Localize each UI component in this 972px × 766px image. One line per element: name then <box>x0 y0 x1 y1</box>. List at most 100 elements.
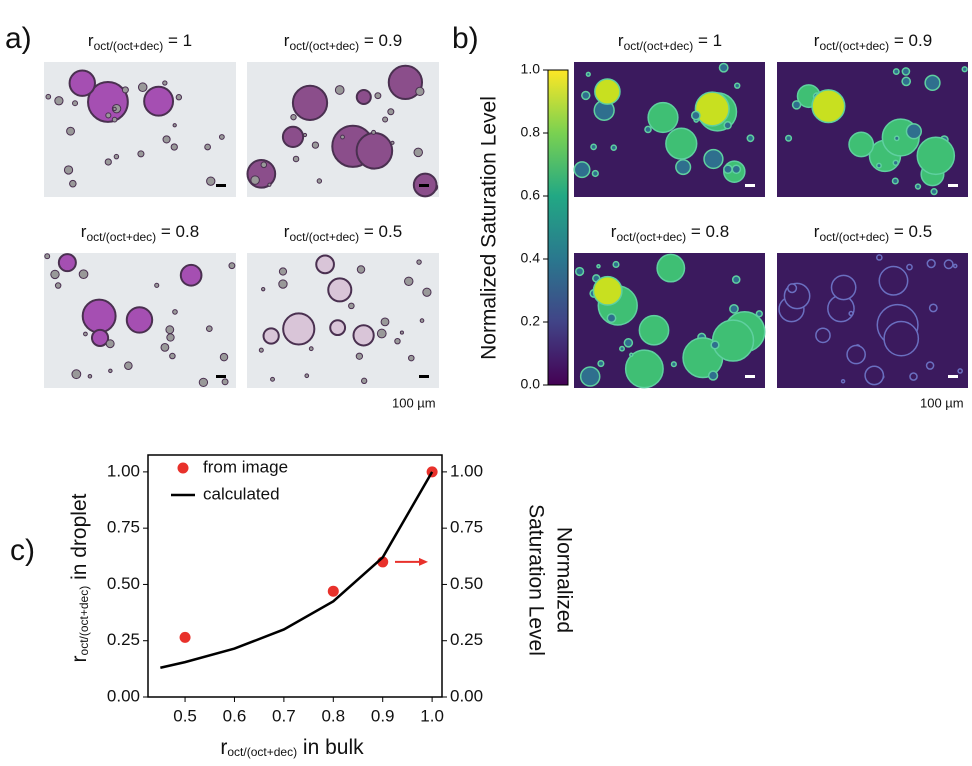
droplet <box>228 262 236 270</box>
droplet <box>785 134 793 142</box>
droplet <box>311 141 320 149</box>
droplet <box>355 88 372 106</box>
droplet <box>162 80 168 86</box>
droplet <box>733 82 741 89</box>
y2-tick-label: 0.00 <box>450 686 483 705</box>
droplet <box>360 377 368 384</box>
label-subscript: oct/(oct+dec) <box>289 230 359 244</box>
droplet <box>585 71 591 77</box>
legend-label: from image <box>203 457 288 476</box>
label-base: r <box>284 222 290 241</box>
image-title: roct/(oct+dec) = 0.5 <box>284 222 402 244</box>
scale-bar <box>419 375 429 378</box>
droplet <box>718 62 729 73</box>
droplet <box>390 140 395 145</box>
droplet <box>175 94 183 101</box>
droplet <box>707 370 719 381</box>
droplet <box>891 177 899 185</box>
droplet <box>594 78 621 105</box>
droplet <box>113 153 120 160</box>
image-title: roct/(oct+dec) = 0.5 <box>814 222 932 244</box>
droplet <box>198 377 209 388</box>
label-base: r <box>611 222 617 241</box>
y-tick-label: 1.00 <box>107 461 140 480</box>
droplet <box>875 162 882 169</box>
droplet <box>610 144 618 151</box>
colorbar <box>547 69 569 386</box>
droplet <box>172 123 177 128</box>
droplet <box>172 309 178 315</box>
droplet <box>581 90 591 101</box>
label-rest: in droplet <box>68 493 91 585</box>
label-subscript: oct/(oct+dec) <box>624 39 694 53</box>
droplet <box>316 178 323 184</box>
image-title: roct/(oct+dec) = 1 <box>618 31 722 53</box>
label-subscript: oct/(oct+dec) <box>289 39 359 53</box>
label-base: r <box>814 31 820 50</box>
droplet <box>206 176 216 186</box>
droplet <box>629 352 634 358</box>
droplet <box>261 286 266 292</box>
droplet <box>382 116 389 123</box>
droplet <box>78 269 89 280</box>
droplet <box>575 266 585 277</box>
droplet <box>45 93 52 100</box>
droplet <box>348 302 355 310</box>
droplet <box>380 317 390 327</box>
image-title: roct/(oct+dec) = 0.9 <box>814 31 932 53</box>
droplet <box>399 330 404 335</box>
image-title: roct/(oct+dec) = 0.9 <box>284 31 402 53</box>
droplet <box>422 287 432 297</box>
droplet <box>124 361 133 371</box>
droplet <box>57 253 77 273</box>
droplet <box>66 126 75 136</box>
droplet <box>292 155 300 163</box>
droplet <box>916 136 956 176</box>
droplet <box>355 352 364 360</box>
colorbar-tick-label: 0.2 <box>521 313 541 329</box>
droplet <box>329 319 347 337</box>
droplet <box>54 282 62 289</box>
droplet <box>260 161 268 169</box>
y-tick-label: 0.50 <box>107 574 140 593</box>
droplet <box>340 134 345 140</box>
droplet <box>404 276 414 287</box>
micrograph <box>44 62 236 197</box>
droplet <box>108 368 113 374</box>
panel-label: c) <box>10 534 35 567</box>
droplet <box>592 275 623 306</box>
y2-axis-label: Normalized <box>552 527 575 633</box>
droplet <box>579 366 601 387</box>
x-tick-label: 1.0 <box>420 706 444 725</box>
droplet <box>69 179 77 188</box>
point <box>327 585 339 597</box>
droplet <box>930 188 938 196</box>
droplet <box>928 303 938 313</box>
legend-label: calculated <box>203 484 280 503</box>
droplet <box>746 134 755 143</box>
droplet <box>723 164 733 175</box>
droplet <box>165 325 175 335</box>
label-subscript: oct/(oct+dec) <box>227 745 297 759</box>
droplet <box>711 319 755 362</box>
legend-marker <box>177 462 189 474</box>
label-rest: in bulk <box>297 736 364 759</box>
droplet <box>105 339 115 349</box>
droplet <box>302 132 308 138</box>
scale-bar-label: 100 µm <box>392 395 436 410</box>
label-rest: = 0.9 <box>889 31 932 50</box>
droplet <box>864 365 885 386</box>
droplet <box>72 100 79 107</box>
label-rest: = 0.5 <box>359 222 402 241</box>
droplet <box>105 112 112 119</box>
droplet <box>675 158 692 176</box>
droplet <box>121 86 129 94</box>
droplet <box>883 320 920 357</box>
droplet <box>591 169 599 178</box>
y2-tick-label: 0.25 <box>450 630 483 649</box>
arrow-head <box>419 557 428 566</box>
image-background <box>247 253 439 388</box>
droplet <box>623 338 634 348</box>
y2-axis-label: Saturation Level <box>524 504 547 656</box>
micrograph <box>777 253 968 388</box>
